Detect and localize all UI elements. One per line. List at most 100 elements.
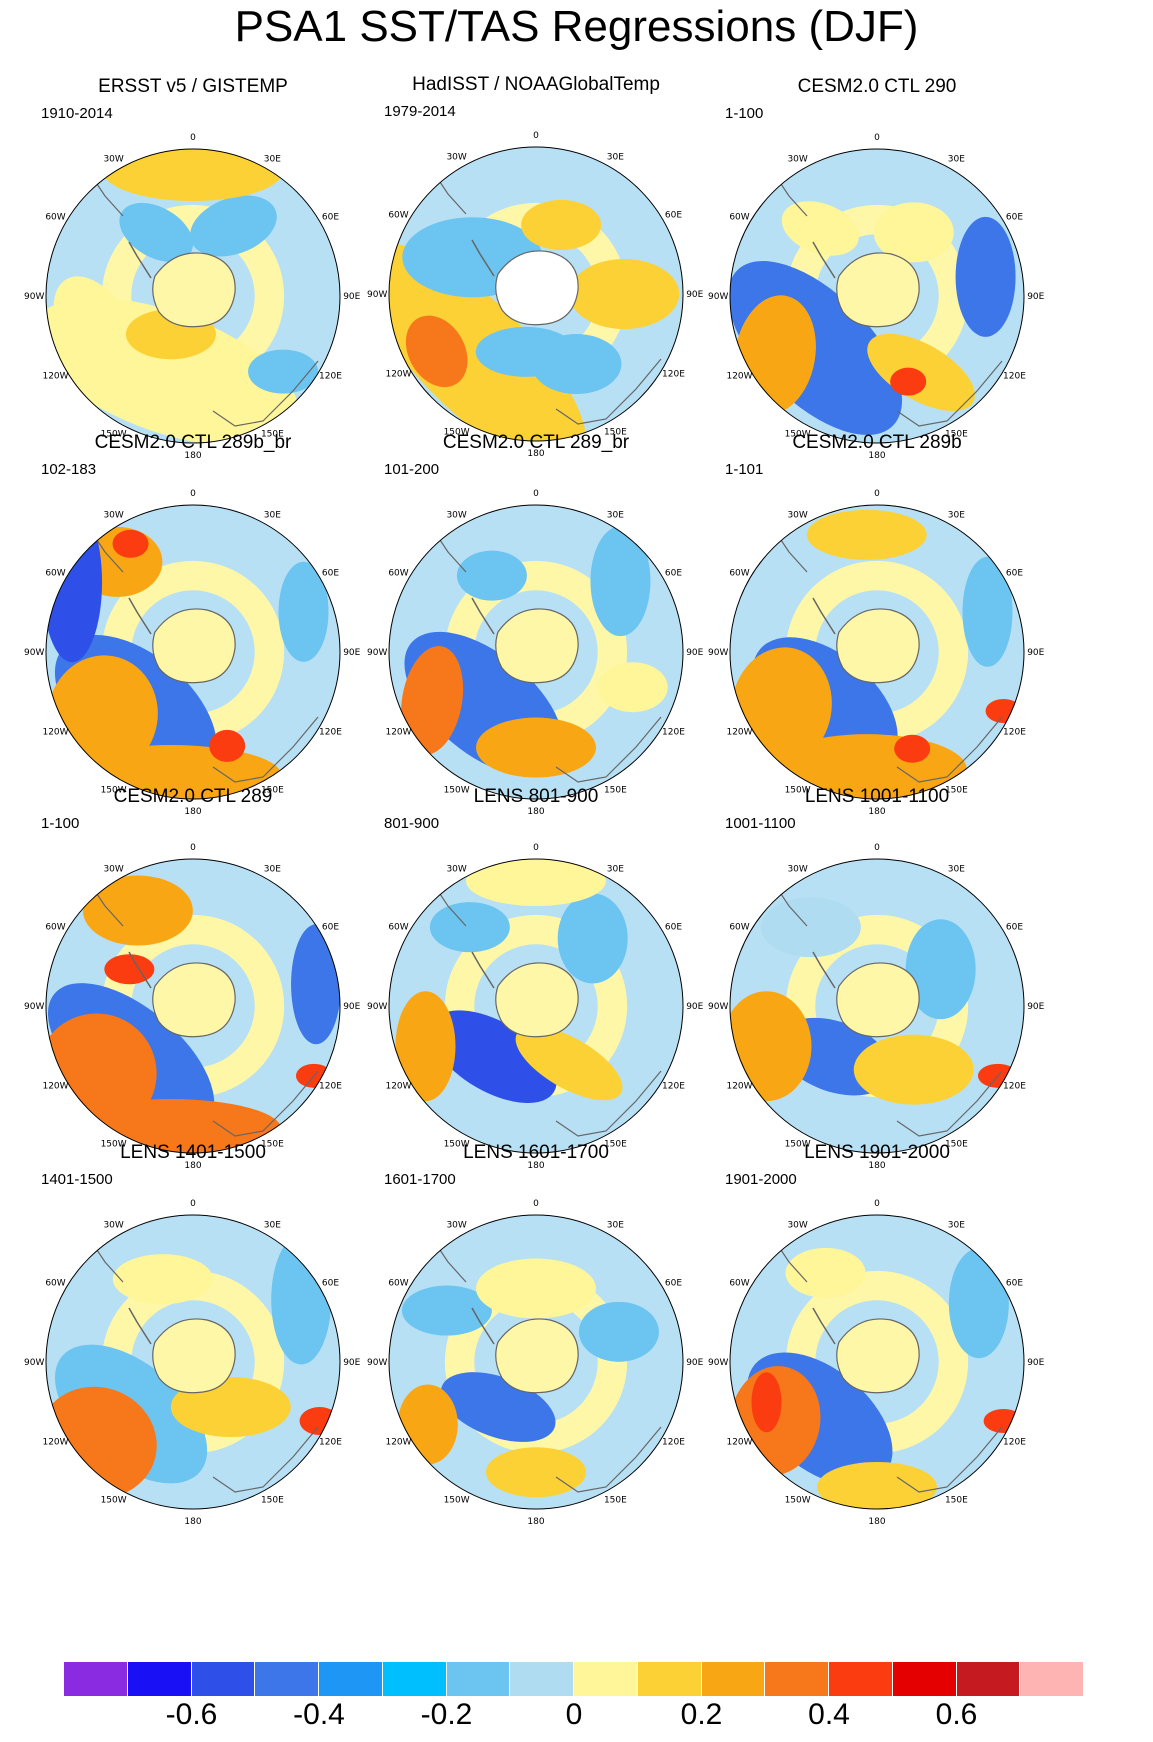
polar-map: 0 30E 60E 90E 120E 150E 180 150W 120W 90W 60W 30W — [367, 131, 704, 459]
panel-title: LENS 1001-1100 — [804, 786, 950, 807]
longitude-label: 60W — [45, 1279, 65, 1289]
longitude-label: 150W — [785, 1139, 811, 1149]
longitude-label: 150W — [785, 785, 811, 795]
australia-nz-outline — [896, 360, 1003, 427]
longitude-label: 60E — [322, 213, 339, 223]
anomaly-contour — [873, 202, 954, 263]
longitude-label: 60W — [388, 211, 408, 221]
polar-map: 0 30E 60E 90E 120E 150E 180 150W 120W 90W 60W 30W — [367, 489, 704, 817]
anomaly-contour — [853, 1034, 974, 1105]
longitude-label: 30E — [264, 865, 281, 875]
australia-nz-outline — [212, 1426, 319, 1493]
anomaly-contour — [955, 216, 1016, 337]
longitude-label: 90E — [343, 648, 360, 658]
anomaly-contour — [248, 349, 319, 394]
anomaly-contour — [119, 202, 194, 262]
longitude-label: 120E — [319, 1081, 342, 1091]
colorbar-label: -0.4 — [293, 1698, 345, 1731]
australia-nz-outline — [555, 358, 662, 425]
longitude-label: 90E — [686, 290, 703, 300]
panel-title: HadISST / NOAAGlobalTemp — [412, 74, 660, 95]
longitude-label: 150W — [444, 427, 470, 437]
longitude-label: 90W — [367, 1002, 387, 1012]
map-border — [729, 504, 1025, 800]
anomaly-contour — [962, 556, 1013, 667]
peninsula-outline — [471, 951, 495, 989]
anomaly-contour — [82, 875, 193, 946]
longitude-label: 150E — [261, 1139, 284, 1149]
colorbar-label: -0.2 — [420, 1698, 473, 1731]
longitude-label: 60W — [388, 1279, 408, 1289]
longitude-label: 180 — [868, 1517, 885, 1527]
anomaly-contour — [475, 326, 576, 377]
longitude-label: 120W — [726, 727, 752, 737]
map-border — [388, 858, 684, 1154]
colorbar-swatch — [829, 1662, 893, 1696]
colorbar-swatch — [64, 1662, 128, 1696]
anomaly-contour — [486, 1447, 586, 1498]
longitude-label: 0 — [874, 1199, 880, 1209]
longitude-label: 60W — [729, 1279, 749, 1289]
longitude-label: 90E — [686, 648, 703, 658]
colorbar-swatch — [319, 1662, 383, 1696]
map-panel: 0 30E 60E 90E 120E 150E 180 150W 120W 90W 60W 30W ER… — [13, 76, 373, 466]
polar-map: 0 30E 60E 90E 120E 150E 180 150W 120W 90W 60W 30W — [367, 1199, 704, 1527]
peninsula-outline — [812, 1307, 836, 1345]
longitude-label: 90W — [367, 1358, 387, 1368]
map-panel: 0 30E 60E 90E 120E 150E 180 150W 120W 90W 60W 30W CE… — [697, 432, 1057, 822]
longitude-label: 60W — [388, 569, 408, 579]
map-panel: 0 30E 60E 90E 120E 150E 180 150W 120W 90W 60W 30W LE… — [356, 786, 716, 1176]
longitude-label: 30E — [948, 511, 965, 521]
longitude-label: 60E — [1006, 1279, 1023, 1289]
anomaly-contour — [395, 991, 456, 1102]
panel-period: 801-900 — [384, 815, 440, 832]
longitude-label: 30W — [446, 1221, 466, 1231]
panel-title: LENS 1401-1500 — [120, 1142, 266, 1163]
longitude-label: 90W — [24, 1358, 44, 1368]
longitude-label: 180 — [868, 1161, 885, 1171]
anomaly-contour — [578, 1301, 659, 1362]
panel-title: LENS 1901-2000 — [804, 1142, 950, 1163]
panel-period: 1-100 — [41, 815, 80, 832]
map-border — [729, 148, 1025, 444]
figure-title: PSA1 SST/TAS Regressions (DJF) — [234, 2, 919, 51]
longitude-label: 90W — [708, 292, 728, 302]
map-border — [729, 1214, 1025, 1510]
longitude-label: 30E — [948, 1221, 965, 1231]
anomaly-contour — [751, 1372, 782, 1433]
longitude-label: 60E — [1006, 569, 1023, 579]
anomaly-contour — [389, 243, 587, 441]
australia-nz-outline — [212, 360, 319, 427]
longitude-label: 90E — [1027, 1002, 1044, 1012]
anomaly-contour — [476, 717, 596, 778]
australia-nz-outline — [555, 716, 662, 783]
anomaly-contour — [112, 529, 149, 558]
longitude-label: 0 — [190, 489, 196, 499]
longitude-label: 120W — [385, 1081, 411, 1091]
anomaly-contour — [190, 195, 277, 257]
anomaly-contour — [299, 1407, 340, 1436]
longitude-label: 60E — [322, 923, 339, 933]
longitude-label: 30E — [607, 511, 624, 521]
longitude-label: 30W — [787, 155, 807, 165]
polar-map: 0 30E 60E 90E 120E 150E 180 150W 120W 90W 60W 30W — [708, 133, 1045, 461]
panel-period: 102-183 — [41, 461, 97, 478]
longitude-label: 150E — [604, 785, 627, 795]
colorbar-swatch — [1020, 1662, 1084, 1696]
longitude-label: 0 — [190, 133, 196, 143]
anomaly-contour — [557, 893, 628, 984]
map-border — [45, 148, 341, 444]
longitude-label: 120W — [42, 1437, 68, 1447]
peninsula-outline — [812, 951, 836, 989]
longitude-label: 60E — [322, 1279, 339, 1289]
panel-title: CESM2.0 CTL 289 — [113, 786, 273, 807]
map-panel: 0 30E 60E 90E 120E 150E 180 150W 120W 90W 60W 30W CE… — [13, 786, 373, 1176]
longitude-label: 90W — [24, 1002, 44, 1012]
map-border — [388, 1214, 684, 1510]
antarctica-outline — [836, 608, 920, 684]
longitude-label: 150W — [101, 785, 127, 795]
panel-period: 1-101 — [725, 461, 764, 478]
longitude-label: 180 — [527, 807, 544, 817]
anomaly-contour — [271, 1234, 332, 1365]
polar-map: 0 30E 60E 90E 120E 150E 180 150W 120W 90W 60W 30W — [24, 133, 361, 461]
